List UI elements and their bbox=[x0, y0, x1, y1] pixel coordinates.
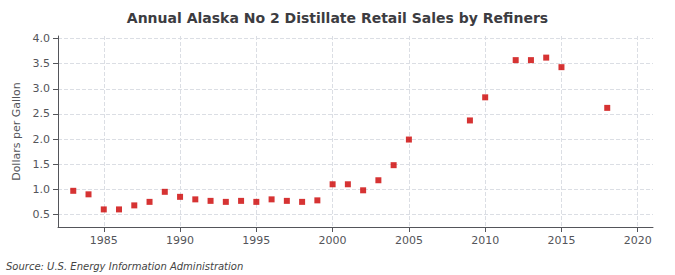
svg-text:3.5: 3.5 bbox=[33, 57, 51, 70]
svg-text:2.5: 2.5 bbox=[33, 107, 51, 120]
svg-text:1990: 1990 bbox=[166, 234, 194, 247]
svg-text:Annual Alaska No 2 Distillate: Annual Alaska No 2 Distillate Retail Sal… bbox=[127, 10, 548, 26]
svg-text:2.0: 2.0 bbox=[33, 133, 51, 146]
svg-text:1.0: 1.0 bbox=[33, 183, 51, 196]
svg-text:0.5: 0.5 bbox=[33, 208, 51, 221]
svg-text:4.0: 4.0 bbox=[33, 32, 51, 45]
svg-text:3.0: 3.0 bbox=[33, 82, 51, 95]
svg-text:2020: 2020 bbox=[624, 234, 652, 247]
svg-text:1.5: 1.5 bbox=[33, 158, 51, 171]
svg-text:1985: 1985 bbox=[90, 234, 118, 247]
svg-text:Source: U.S. Energy Informatio: Source: U.S. Energy Information Administ… bbox=[6, 261, 243, 272]
svg-text:1995: 1995 bbox=[242, 234, 270, 247]
svg-text:2005: 2005 bbox=[395, 234, 423, 247]
svg-text:Dollars per Gallon: Dollars per Gallon bbox=[10, 82, 23, 181]
svg-text:2000: 2000 bbox=[319, 234, 347, 247]
svg-text:2010: 2010 bbox=[471, 234, 499, 247]
svg-text:2015: 2015 bbox=[547, 234, 575, 247]
